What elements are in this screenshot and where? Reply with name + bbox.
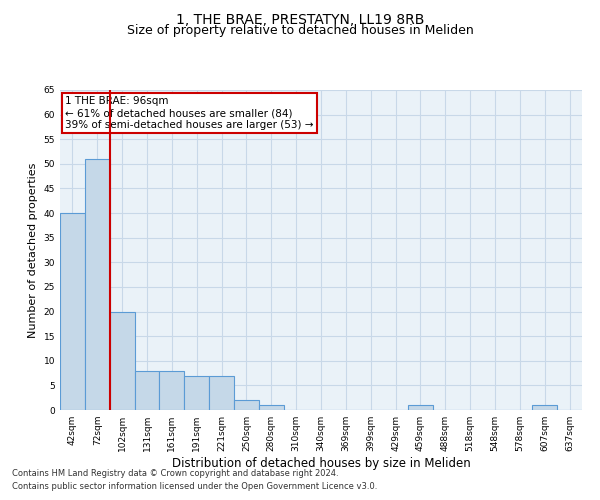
Bar — [408, 405, 433, 410]
Bar — [209, 376, 234, 410]
Text: Contains public sector information licensed under the Open Government Licence v3: Contains public sector information licen… — [12, 482, 377, 491]
Text: 1, THE BRAE, PRESTATYN, LL19 8RB: 1, THE BRAE, PRESTATYN, LL19 8RB — [176, 12, 424, 26]
Bar — [85, 159, 110, 410]
Bar — [110, 312, 134, 410]
Text: 1 THE BRAE: 96sqm
← 61% of detached houses are smaller (84)
39% of semi-detached: 1 THE BRAE: 96sqm ← 61% of detached hous… — [65, 96, 314, 130]
Text: Size of property relative to detached houses in Meliden: Size of property relative to detached ho… — [127, 24, 473, 37]
Bar — [259, 405, 284, 410]
Bar — [184, 376, 209, 410]
X-axis label: Distribution of detached houses by size in Meliden: Distribution of detached houses by size … — [172, 457, 470, 470]
Bar — [234, 400, 259, 410]
Bar — [134, 370, 160, 410]
Bar — [60, 213, 85, 410]
Bar — [532, 405, 557, 410]
Bar — [160, 370, 184, 410]
Y-axis label: Number of detached properties: Number of detached properties — [28, 162, 38, 338]
Text: Contains HM Land Registry data © Crown copyright and database right 2024.: Contains HM Land Registry data © Crown c… — [12, 468, 338, 477]
